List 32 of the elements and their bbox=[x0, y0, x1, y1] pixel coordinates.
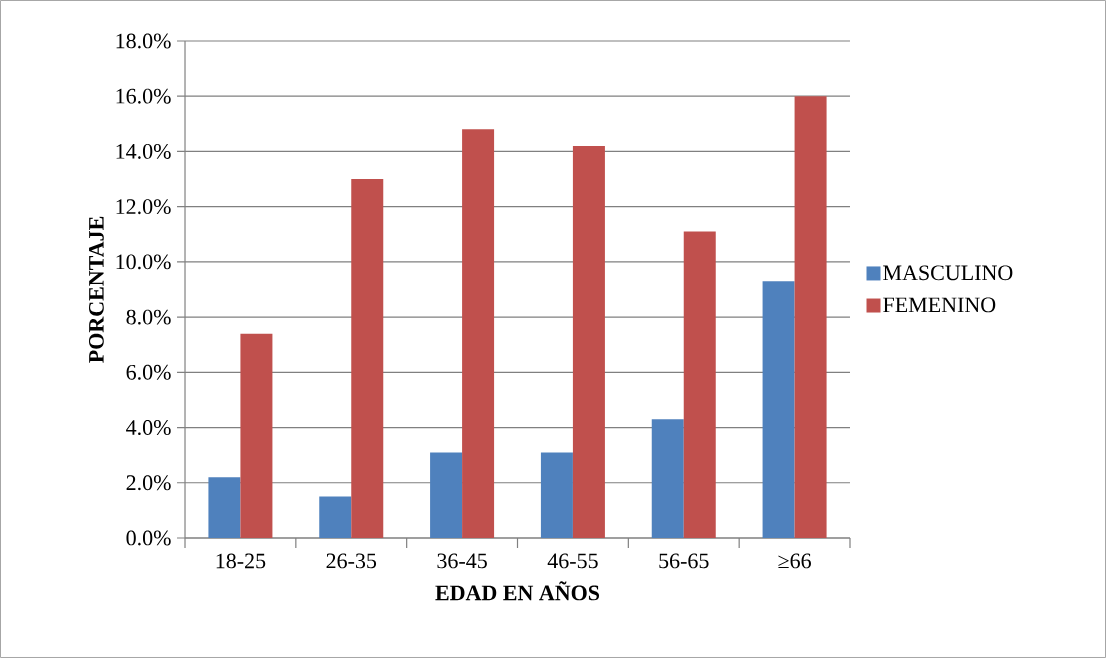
bar bbox=[540, 452, 573, 538]
bar bbox=[572, 145, 605, 538]
x-tick-label: 36-45 bbox=[437, 553, 487, 569]
y-axis-title: PORCENTAJE bbox=[89, 216, 104, 363]
y-tick-label: 6.0% bbox=[126, 364, 171, 380]
legend-label: MASCULINO bbox=[883, 265, 1013, 281]
bar bbox=[430, 452, 463, 538]
y-tick-label: 10.0% bbox=[116, 254, 171, 270]
y-tick-label: 2.0% bbox=[126, 475, 171, 491]
bar bbox=[762, 281, 795, 538]
y-tick-label: 16.0% bbox=[116, 88, 171, 104]
bar bbox=[794, 96, 827, 538]
bar bbox=[651, 419, 684, 538]
x-axis-title: EDAD EN AÑOS bbox=[435, 581, 600, 601]
y-tick-label: 18.0% bbox=[116, 33, 171, 49]
x-tick-label: 26-35 bbox=[326, 553, 377, 569]
bar bbox=[683, 231, 716, 538]
bar bbox=[240, 333, 273, 538]
y-tick-label: 12.0% bbox=[116, 199, 171, 215]
x-tick-label: ≥66 bbox=[778, 553, 811, 569]
legend-label: FEMENINO bbox=[883, 297, 996, 313]
bar bbox=[351, 179, 384, 538]
bar bbox=[462, 129, 495, 538]
y-tick-label: 0.0% bbox=[126, 530, 171, 546]
x-tick-label: 56-65 bbox=[659, 553, 709, 569]
y-tick-label: 14.0% bbox=[116, 143, 171, 159]
bar bbox=[319, 496, 352, 538]
y-tick-label: 8.0% bbox=[126, 309, 171, 325]
x-tick-label: 46-55 bbox=[547, 553, 598, 569]
y-tick-label: 4.0% bbox=[126, 420, 171, 436]
bar bbox=[208, 477, 241, 538]
x-tick-label: 18-25 bbox=[216, 553, 266, 569]
